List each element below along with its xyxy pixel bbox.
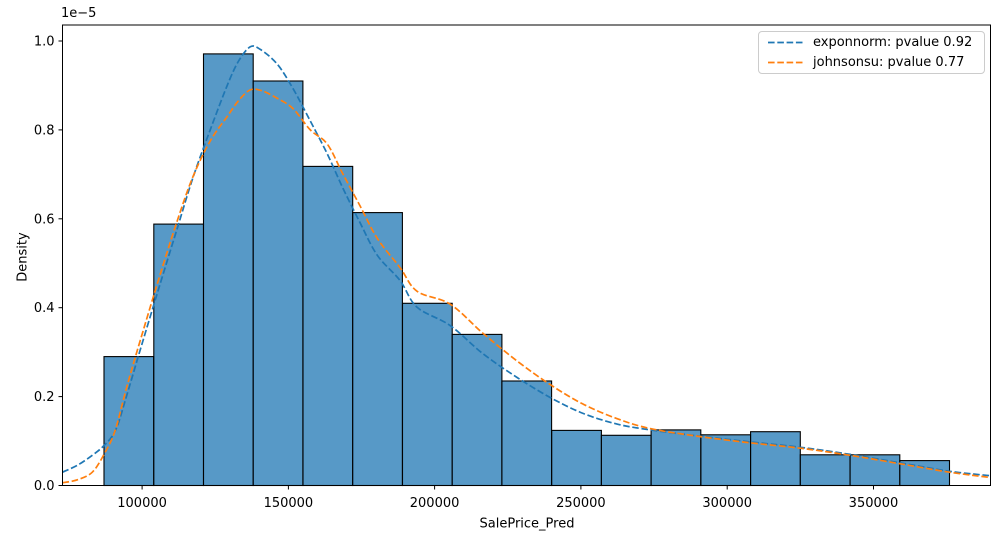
histogram-bar-0 xyxy=(103,356,155,487)
x-axis-label: SalePrice_Pred xyxy=(479,516,575,532)
y-axis: 0.0 0.2 0.4 0.6 0.8 1.0 xyxy=(34,35,63,494)
histogram-bar-1 xyxy=(153,223,205,487)
histogram-bar-3 xyxy=(252,80,304,487)
x-axis: 100000 150000 200000 250000 300000 350000 xyxy=(117,485,899,511)
plot-border xyxy=(62,24,991,486)
x-tick-label-200000: 200000 xyxy=(410,496,460,511)
histogram-bar-11 xyxy=(650,429,702,487)
histogram-bar-8 xyxy=(501,380,553,487)
histogram-bar-7 xyxy=(451,333,503,487)
histogram-bar-5 xyxy=(352,212,403,487)
curve-johnsonsu xyxy=(62,88,991,484)
legend-line-sample-johnsonsu xyxy=(768,61,803,64)
histogram-bar-14 xyxy=(799,454,851,487)
histogram-bars xyxy=(103,53,951,487)
histogram-bar-10 xyxy=(600,434,652,487)
legend-line-sample-exponnorm xyxy=(768,41,803,44)
x-tick-label-150000: 150000 xyxy=(264,496,314,511)
y-axis-label: Density xyxy=(15,232,31,282)
histogram-bar-13 xyxy=(750,431,801,487)
x-tick-label-300000: 300000 xyxy=(702,496,752,511)
histogram-bar-16 xyxy=(899,460,951,487)
y-tick-label-0.2: 0.2 xyxy=(34,390,55,405)
legend-label-exponnorm: exponnorm: pvalue 0.92 xyxy=(813,35,973,50)
histogram-bar-2 xyxy=(202,53,254,487)
legend: exponnorm: pvalue 0.92 johnsonsu: pvalue… xyxy=(758,31,985,74)
histogram-bar-9 xyxy=(551,429,602,487)
x-tick-label-350000: 350000 xyxy=(849,496,899,511)
y-tick-label-0.6: 0.6 xyxy=(34,212,55,227)
x-tick-label-100000: 100000 xyxy=(117,496,167,511)
y-tick-label-0.0: 0.0 xyxy=(34,479,55,494)
histogram-bar-6 xyxy=(401,302,453,487)
histogram-bar-12 xyxy=(700,434,752,487)
x-tick-label-250000: 250000 xyxy=(556,496,606,511)
legend-entry-exponnorm: exponnorm: pvalue 0.92 xyxy=(767,34,976,51)
y-tick-label-0.8: 0.8 xyxy=(34,123,55,138)
histogram-bar-4 xyxy=(302,165,354,487)
y-tick-label-0.4: 0.4 xyxy=(34,301,55,316)
y-tick-label-1.0: 1.0 xyxy=(34,35,55,50)
y-axis-offset-label: 1e−5 xyxy=(61,6,97,21)
legend-label-johnsonsu: johnsonsu: pvalue 0.77 xyxy=(813,55,965,70)
curve-exponnorm xyxy=(62,45,991,477)
legend-entry-johnsonsu: johnsonsu: pvalue 0.77 xyxy=(767,54,976,71)
